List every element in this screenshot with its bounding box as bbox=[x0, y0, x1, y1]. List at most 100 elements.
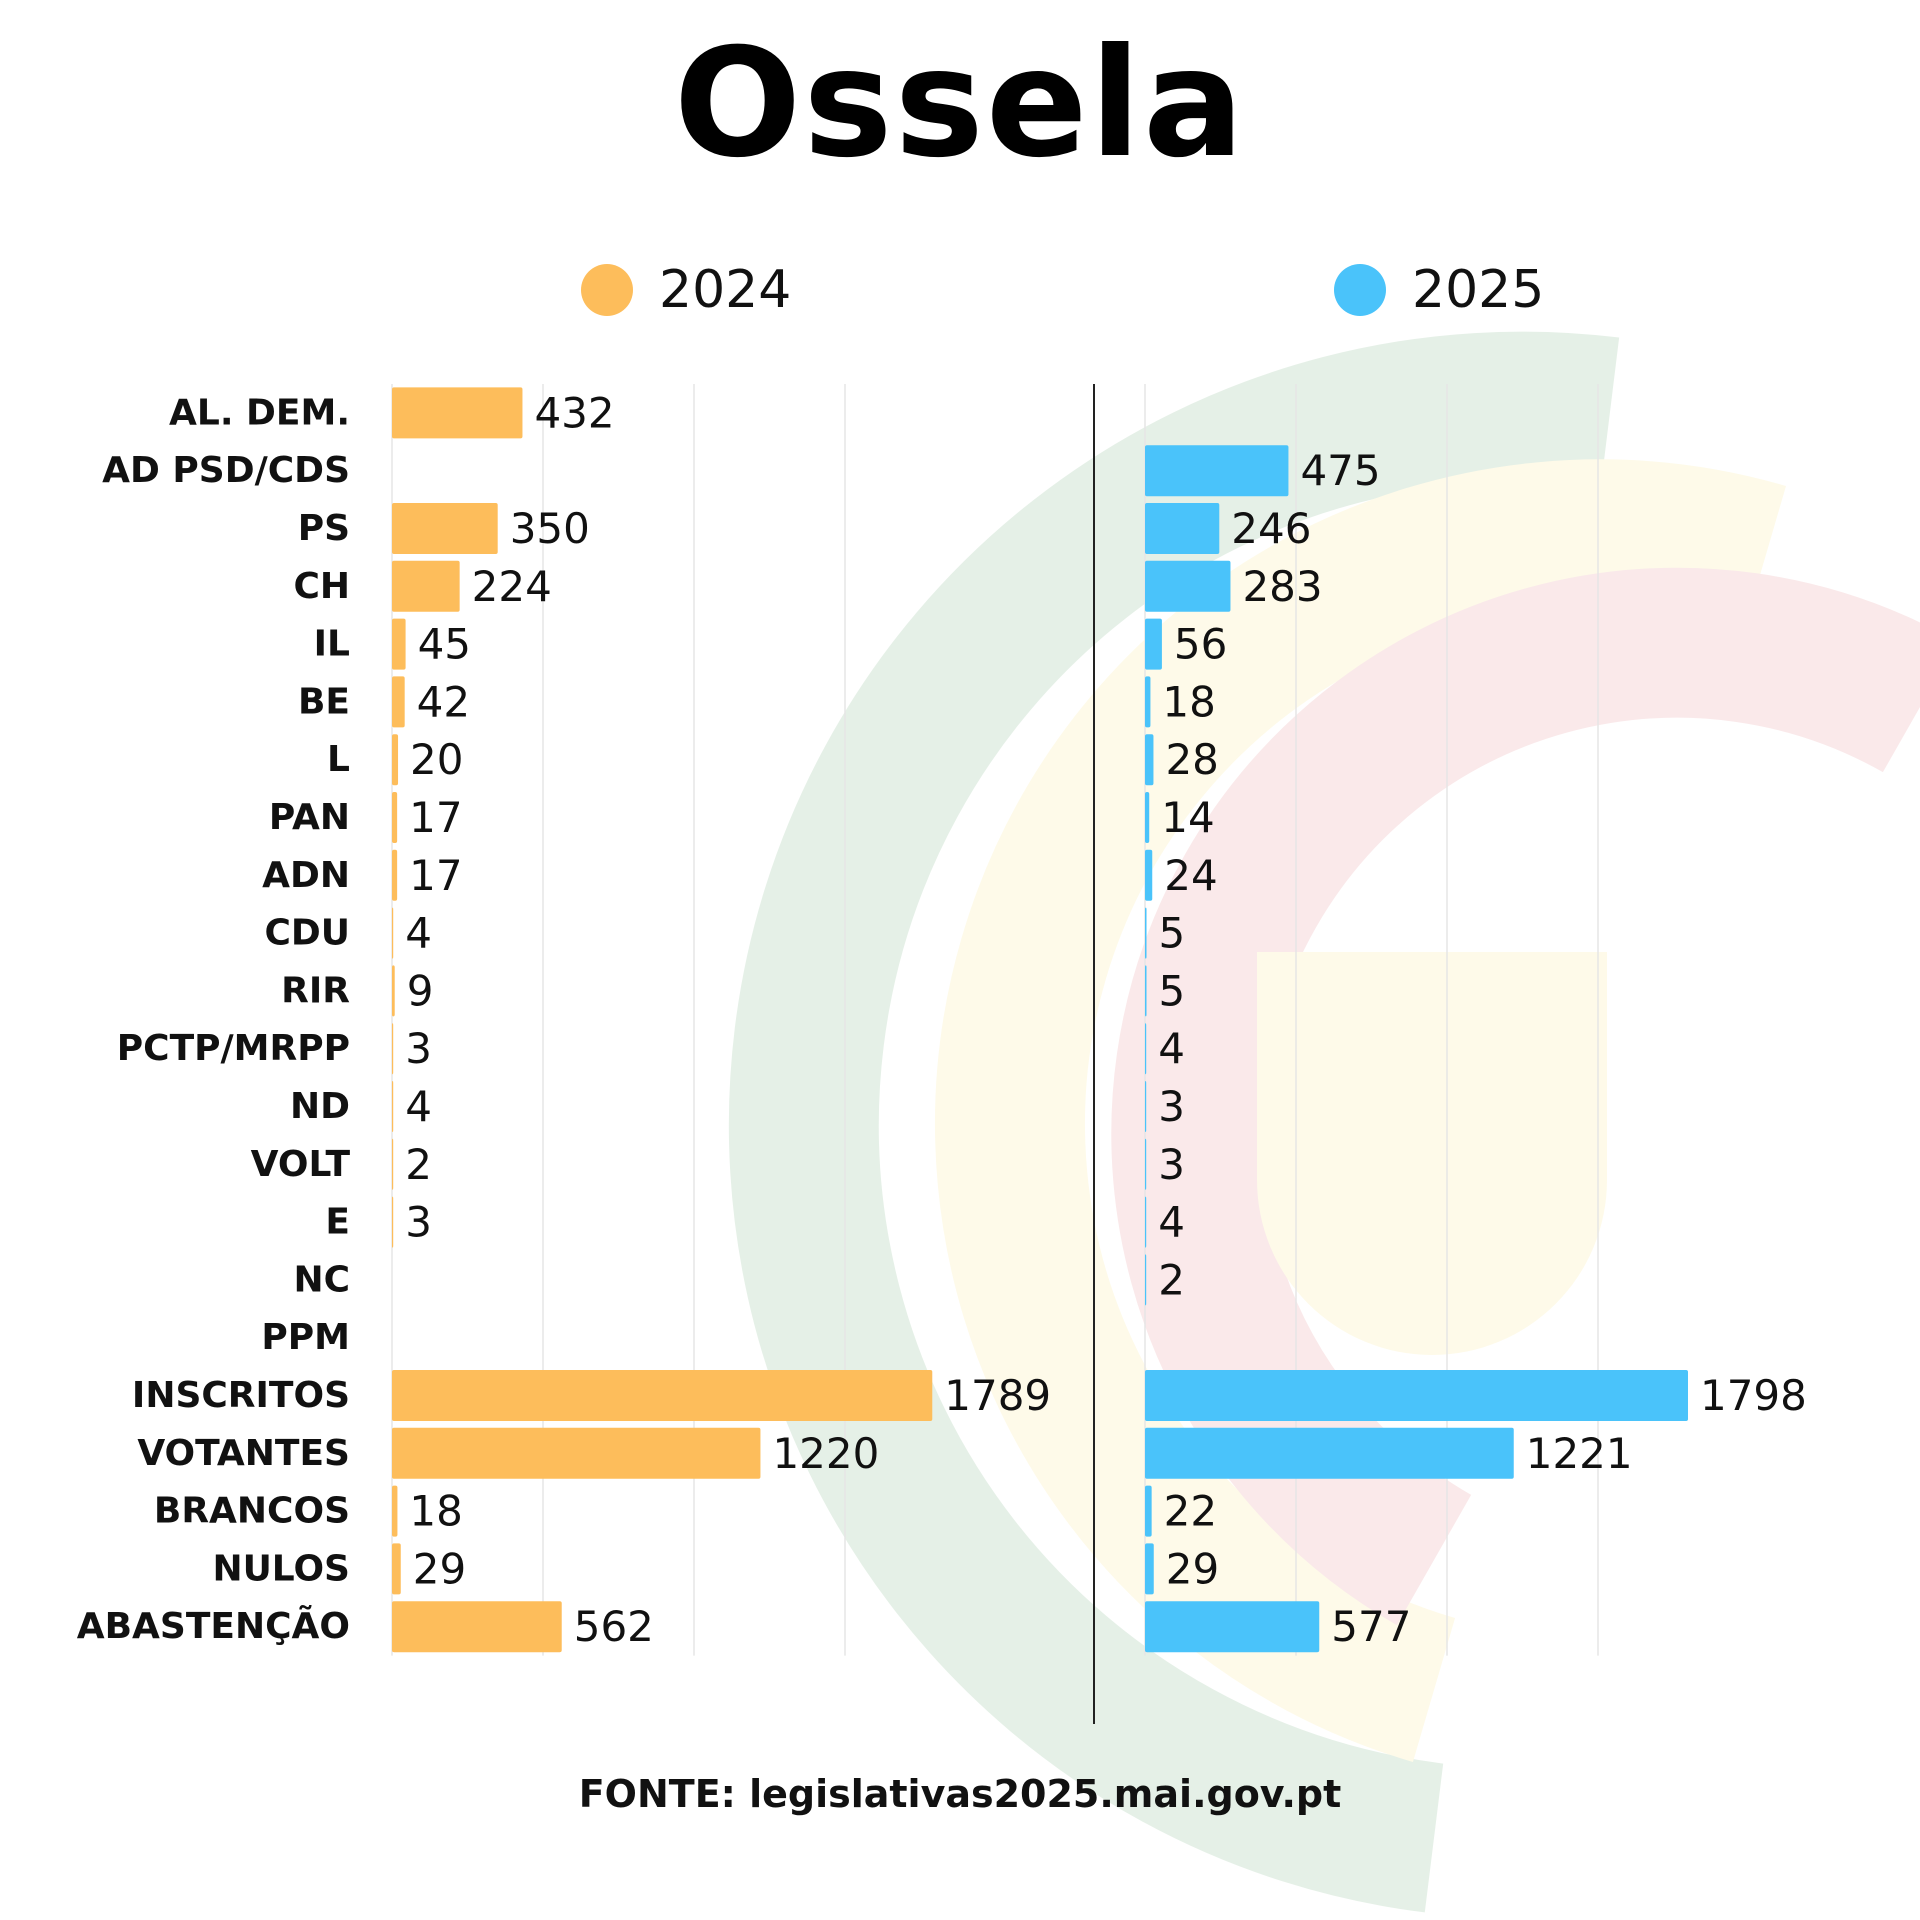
value-label-2025-volt: 3 bbox=[1158, 1140, 1185, 1189]
bar-2024-be bbox=[392, 676, 405, 728]
value-label-2024-il: 45 bbox=[418, 620, 471, 669]
category-label-inscritos: INSCRITOS bbox=[132, 1375, 350, 1416]
category-label-ps: PS bbox=[298, 508, 350, 549]
category-label-il: IL bbox=[314, 624, 350, 665]
bar-2024-brancos bbox=[392, 1485, 398, 1537]
bar-2024-adn bbox=[392, 849, 398, 901]
value-label-2024-brancos: 18 bbox=[409, 1487, 462, 1536]
value-label-2025-nulos: 29 bbox=[1166, 1544, 1219, 1593]
category-label-volt: VOLT bbox=[251, 1144, 351, 1185]
value-label-2025-ad-psd-cds: 475 bbox=[1300, 446, 1380, 495]
value-label-2025-pan: 14 bbox=[1161, 793, 1214, 842]
category-label-nd: ND bbox=[290, 1086, 350, 1127]
value-label-2024-l: 20 bbox=[410, 735, 463, 784]
bar-2025-e bbox=[1145, 1196, 1147, 1248]
category-label-l: L bbox=[327, 739, 350, 780]
category-label-nulos: NULOS bbox=[212, 1548, 350, 1589]
value-label-2024-cdu: 4 bbox=[405, 909, 432, 958]
bar-2024-volt bbox=[392, 1138, 394, 1190]
value-label-2025-adn: 24 bbox=[1164, 851, 1217, 900]
bar-2024-votantes bbox=[392, 1427, 761, 1479]
bar-2025-cdu bbox=[1145, 907, 1147, 959]
value-label-2025-be: 18 bbox=[1162, 677, 1215, 726]
bar-2024-pctp-mrpp bbox=[392, 1023, 394, 1075]
bar-2025-inscritos bbox=[1145, 1370, 1688, 1421]
bar-2024-al-dem bbox=[392, 387, 523, 439]
category-label-rir: RIR bbox=[281, 970, 350, 1011]
bar-2025-votantes bbox=[1145, 1427, 1514, 1479]
bar-2024-e bbox=[392, 1196, 394, 1248]
bar-2025-adn bbox=[1145, 849, 1153, 901]
bar-2025-l bbox=[1145, 734, 1154, 786]
bar-2025-pan bbox=[1145, 792, 1150, 843]
value-label-2025-il: 56 bbox=[1174, 620, 1227, 669]
category-label-votantes: VOTANTES bbox=[137, 1433, 350, 1474]
category-label-pctp-mrpp: PCTP/MRPP bbox=[117, 1028, 350, 1069]
value-label-2025-rir: 5 bbox=[1159, 966, 1186, 1015]
value-label-2024-adn: 17 bbox=[409, 851, 462, 900]
category-label-ch: CH bbox=[293, 566, 350, 607]
bar-2024-nulos bbox=[392, 1543, 401, 1595]
legend-swatch-2024 bbox=[581, 264, 633, 316]
value-label-2025-e: 4 bbox=[1158, 1198, 1185, 1247]
value-label-2024-abasten-o: 562 bbox=[574, 1602, 654, 1651]
value-label-2024-inscritos: 1789 bbox=[944, 1371, 1051, 1420]
legend-swatch-2025 bbox=[1334, 264, 1386, 316]
bar-2024-il bbox=[392, 618, 406, 670]
bar-2025-abasten-o bbox=[1145, 1601, 1320, 1653]
legend-label-2025: 2025 bbox=[1412, 260, 1545, 320]
logo-arc-yellow bbox=[934, 459, 1786, 1762]
bar-2025-ps bbox=[1145, 503, 1220, 554]
value-label-2025-nd: 3 bbox=[1158, 1082, 1185, 1131]
bar-2024-nd bbox=[392, 1081, 394, 1132]
value-label-2025-ch: 283 bbox=[1242, 562, 1322, 611]
value-label-2024-ch: 224 bbox=[472, 562, 552, 611]
legend-item-2025: 2025 bbox=[1334, 260, 1545, 320]
value-label-2024-nulos: 29 bbox=[413, 1544, 466, 1593]
value-label-2025-abasten-o: 577 bbox=[1331, 1602, 1411, 1651]
value-label-2025-cdu: 5 bbox=[1159, 909, 1186, 958]
category-label-ad-psd-cds: AD PSD/CDS bbox=[102, 450, 350, 491]
value-label-2024-volt: 2 bbox=[405, 1140, 432, 1189]
category-label-adn: ADN bbox=[262, 855, 350, 896]
value-label-2024-nd: 4 bbox=[405, 1082, 432, 1131]
category-label-e: E bbox=[325, 1202, 350, 1243]
chart-title: Ossela bbox=[673, 17, 1247, 191]
bar-2025-nd bbox=[1145, 1081, 1147, 1132]
value-label-2025-ps: 246 bbox=[1231, 504, 1311, 553]
bar-2025-ad-psd-cds bbox=[1145, 445, 1289, 497]
category-label-al-dem: AL. DEM. bbox=[169, 392, 350, 433]
bar-2025-il bbox=[1145, 618, 1162, 670]
bar-2025-nc bbox=[1145, 1254, 1147, 1306]
bar-2024-ps bbox=[392, 503, 498, 554]
value-label-2024-al-dem: 432 bbox=[534, 388, 614, 437]
bar-2024-cdu bbox=[392, 907, 394, 959]
bar-2024-rir bbox=[392, 965, 395, 1017]
bar-2025-pctp-mrpp bbox=[1145, 1023, 1147, 1075]
bar-2024-l bbox=[392, 734, 399, 786]
category-label-be: BE bbox=[298, 681, 350, 722]
category-label-nc: NC bbox=[293, 1259, 350, 1300]
source-note: FONTE: legislativas2025.mai.gov.pt bbox=[578, 1772, 1342, 1816]
bar-2024-inscritos bbox=[392, 1370, 933, 1421]
value-label-2024-pctp-mrpp: 3 bbox=[405, 1024, 432, 1073]
value-label-2024-rir: 9 bbox=[407, 966, 434, 1015]
value-label-2025-inscritos: 1798 bbox=[1700, 1371, 1807, 1420]
legend-item-2024: 2024 bbox=[581, 260, 792, 320]
logo-shield bbox=[1257, 952, 1607, 1355]
bar-2025-ch bbox=[1145, 560, 1231, 612]
bar-2024-ch bbox=[392, 560, 460, 612]
value-label-2024-votantes: 1220 bbox=[772, 1429, 879, 1478]
value-label-2025-pctp-mrpp: 4 bbox=[1158, 1024, 1185, 1073]
value-label-2024-be: 42 bbox=[417, 677, 470, 726]
legend-label-2024: 2024 bbox=[659, 260, 792, 320]
value-label-2024-ps: 350 bbox=[510, 504, 590, 553]
category-label-abasten-o: ABASTENÇÃO bbox=[77, 1605, 350, 1647]
bar-2024-abasten-o bbox=[392, 1601, 562, 1653]
value-label-2025-l: 28 bbox=[1165, 735, 1218, 784]
value-label-2025-nc: 2 bbox=[1158, 1255, 1185, 1304]
category-label-ppm: PPM bbox=[261, 1317, 350, 1358]
bar-2025-rir bbox=[1145, 965, 1147, 1017]
category-label-pan: PAN bbox=[269, 797, 350, 838]
